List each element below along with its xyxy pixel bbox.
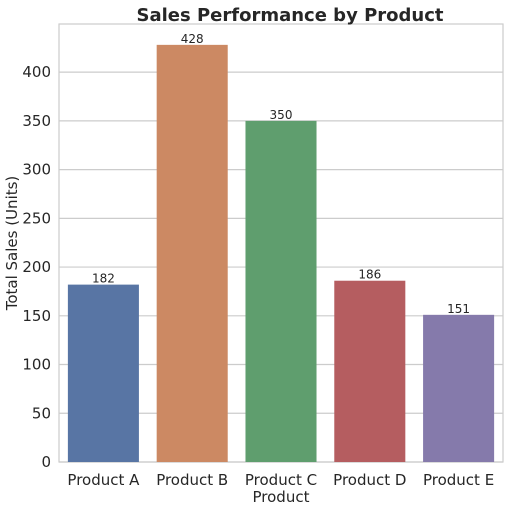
y-tick-label: 0 [41,453,51,471]
bar-value-label: 151 [447,302,470,316]
y-tick-label: 100 [22,356,51,374]
x-tick-label: Product E [423,471,494,489]
bar-value-label: 182 [92,272,115,286]
y-tick-label: 250 [22,209,51,227]
y-tick-label: 350 [22,112,51,130]
bar [334,280,406,462]
chart-title: Sales Performance by Product [137,5,444,26]
x-tick-label: Product C [245,471,317,489]
bar [67,284,139,462]
y-tick-label: 200 [22,258,51,276]
y-tick-label: 150 [22,307,51,325]
bar-value-label: 428 [181,32,204,46]
x-axis-ticks: Product A Product B Product C Product D Prod… [67,471,494,489]
bar [423,314,495,462]
x-axis-title: Product [253,488,310,506]
bars [67,44,495,462]
y-axis-title: Total Sales (Units) [3,176,21,312]
x-tick-label: Product A [67,471,140,489]
x-tick-label: Product D [333,471,406,489]
y-axis-ticks: 0 50 100 150 200 250 300 350 400 [22,63,51,471]
y-tick-label: 300 [22,161,51,179]
bar [156,44,228,462]
y-tick-label: 400 [22,63,51,81]
bar-value-label: 350 [270,108,293,122]
bar-value-label: 186 [358,268,381,282]
data-labels: 182 428 350 186 151 [92,32,470,316]
bar [245,120,317,462]
y-tick-label: 50 [32,404,51,422]
x-tick-label: Product B [156,471,228,489]
